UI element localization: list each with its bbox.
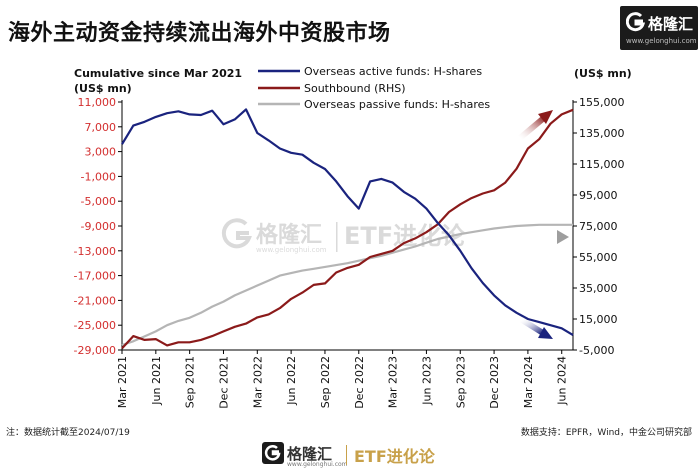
legend-label-passive: Overseas passive funds: H-shares xyxy=(304,98,490,111)
x-tick-label: Sep 2021 xyxy=(184,356,197,408)
x-tick-label: Jun 2022 xyxy=(285,356,298,406)
right-axis-unit: (US$ mn) xyxy=(574,67,632,80)
footer: 格隆汇 www.gelonghui.com ETF进化论 xyxy=(0,436,700,472)
left-tick-label: -25,000 xyxy=(74,319,116,332)
right-tick-label: -5,000 xyxy=(579,344,614,357)
chart-title: Cumulative since Mar 2021 xyxy=(74,67,242,80)
left-tick-label: -1,000 xyxy=(81,170,116,183)
x-tick-label: Sep 2022 xyxy=(319,356,332,408)
legend: Overseas active funds: H-shares Southbou… xyxy=(258,65,490,111)
left-tick-label: 3,000 xyxy=(85,146,117,159)
gelonghui-logo-icon xyxy=(626,12,646,32)
brand-logo-box: 格隆汇 www.gelonghui.com xyxy=(620,6,698,50)
x-tick-label: Jun 2024 xyxy=(556,356,569,406)
left-tick-label: 11,000 xyxy=(78,96,117,109)
watermark-program: ETF进化论 xyxy=(344,222,466,250)
x-tick-label: Sep 2023 xyxy=(454,356,467,408)
right-tick-label: 115,000 xyxy=(579,158,625,171)
x-tick-label: Dec 2021 xyxy=(217,356,230,409)
left-tick-label: 7,000 xyxy=(85,121,117,134)
right-tick-label: 135,000 xyxy=(579,127,625,140)
footer-program: ETF进化论 xyxy=(354,447,435,466)
trend-arrow-right xyxy=(529,230,569,244)
header: 海外主动资金持续流出海外中资股市场 格隆汇 www.gelonghui.com xyxy=(0,0,700,55)
x-tick-label: Jun 2021 xyxy=(150,356,163,406)
left-tick-label: -29,000 xyxy=(74,344,116,357)
footer-logo-icon xyxy=(262,442,284,464)
series-layer xyxy=(121,108,574,350)
left-tick-label: -17,000 xyxy=(74,270,116,283)
watermark-logo-icon xyxy=(221,218,252,249)
right-tick-label: 55,000 xyxy=(579,251,618,264)
left-tick-label: -9,000 xyxy=(81,220,116,233)
data-note: 注：数据统计截至2024/07/19 xyxy=(6,428,130,438)
x-tick-label: Mar 2024 xyxy=(522,356,535,408)
right-axis-ticks: 155,000 135,000 115,000 95,000 75,000 55,000 3… xyxy=(573,96,625,357)
chart-area: 格隆汇 www.gelonghui.com ETF进化论 Cumulative … xyxy=(74,65,632,409)
watermark: 格隆汇 www.gelonghui.com ETF进化论 xyxy=(221,218,466,254)
brand-name: 格隆汇 xyxy=(648,15,694,33)
footer-brand-name: 格隆汇 xyxy=(287,445,333,463)
footer-divider xyxy=(346,445,347,465)
x-tick-label: Mar 2021 xyxy=(116,356,129,408)
x-axis-ticks: Mar 2021 Jun 2021 Sep 2021 Dec 2021 Mar 2022… xyxy=(116,350,569,409)
right-tick-label: 155,000 xyxy=(579,96,625,109)
x-tick-label: Mar 2023 xyxy=(387,356,400,408)
watermark-brand: 格隆汇 xyxy=(256,222,322,248)
x-tick-label: Dec 2022 xyxy=(353,356,366,409)
legend-label-southbound: Southbound (RHS) xyxy=(304,82,406,95)
right-tick-label: 95,000 xyxy=(579,189,618,202)
x-tick-label: Dec 2023 xyxy=(488,356,501,409)
right-tick-label: 15,000 xyxy=(579,313,618,326)
watermark-url: www.gelonghui.com xyxy=(256,246,327,254)
series-line-active-funds xyxy=(121,108,574,337)
right-tick-label: 75,000 xyxy=(579,220,618,233)
chart-heading: 海外主动资金持续流出海外中资股市场 xyxy=(8,21,391,46)
x-tick-label: Jun 2023 xyxy=(420,356,433,406)
trend-arrow-up xyxy=(517,110,553,141)
right-tick-label: 35,000 xyxy=(579,282,618,295)
series-line-southbound xyxy=(121,108,574,350)
legend-label-active: Overseas active funds: H-shares xyxy=(304,65,482,78)
left-tick-label: -13,000 xyxy=(74,245,116,258)
x-tick-label: Mar 2022 xyxy=(251,356,264,408)
data-source: 数据支持：EPFR，Wind，中金公司研究部 xyxy=(520,428,692,438)
brand-url: www.gelonghui.com xyxy=(626,37,697,45)
left-axis-unit: (US$ mn) xyxy=(74,82,132,95)
trend-arrow-down xyxy=(519,317,553,339)
left-tick-label: -5,000 xyxy=(81,195,116,208)
left-tick-label: -21,000 xyxy=(74,294,116,307)
footer-brand-url: www.gelonghui.com xyxy=(287,461,348,468)
left-axis-ticks: 11,000 7,000 3,000 -1,000 -5,000 -9,000 -13,00… xyxy=(74,96,122,357)
series-line-passive-funds xyxy=(121,223,573,347)
